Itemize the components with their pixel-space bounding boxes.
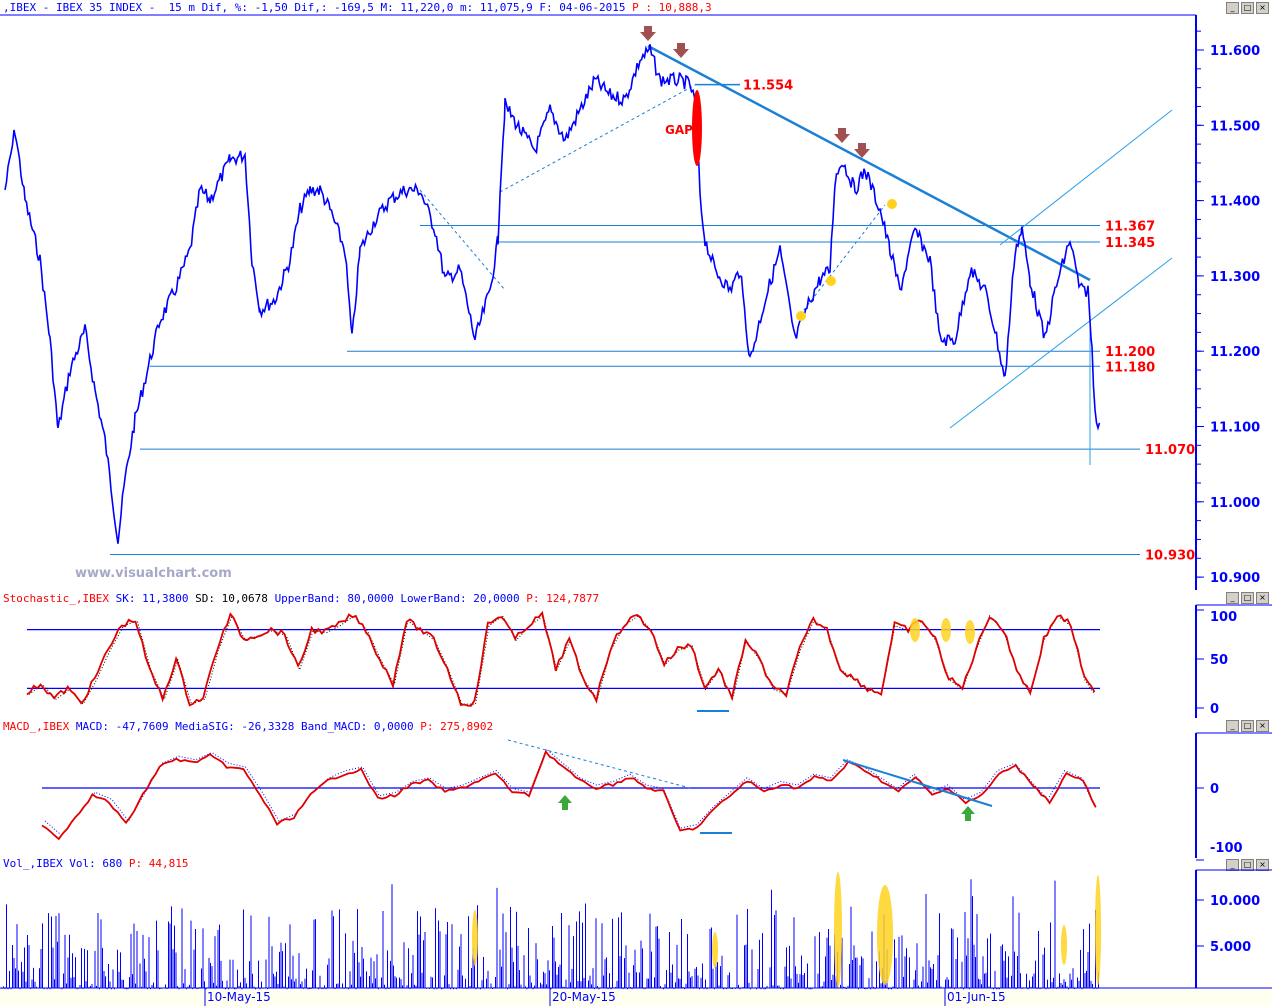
highlight-marker (796, 311, 806, 321)
minimize-icon[interactable]: _ (1226, 720, 1239, 732)
minimize-icon[interactable]: _ (1226, 592, 1239, 604)
macd-trend-line (842, 759, 993, 807)
stoch-sd-line (28, 614, 1096, 705)
level-label: 11.070 (1145, 443, 1195, 458)
up-arrow-icon (558, 795, 572, 810)
highlight-marker (826, 276, 836, 286)
y-tick-label: 100 (1210, 610, 1237, 625)
highlight-marker (941, 618, 951, 642)
date-axis-bg (0, 989, 1272, 1006)
support-dashed-line (799, 204, 886, 316)
y-tick-label: -100 (1210, 841, 1243, 856)
stoch-header: Stochastic_,IBEX SK: 11,3800 SD: 10,0678… (3, 592, 600, 605)
y-tick-label: 11.100 (1210, 421, 1260, 436)
window-controls-vol: _ □ × (1226, 859, 1269, 871)
channel-upper-line (999, 109, 1173, 246)
window-controls: _ □ × (1226, 2, 1269, 14)
y-tick-label: 11.600 (1210, 44, 1260, 59)
window-controls-macd: _ □ × (1226, 720, 1269, 732)
minimize-icon[interactable]: _ (1226, 2, 1239, 14)
date-label: 01-Jun-15 (947, 990, 1006, 1004)
chart-title: ,IBEX - IBEX 35 INDEX - 15 m Dif, %: -1,… (3, 1, 712, 14)
wedge-dashed-line (419, 189, 506, 291)
down-arrow-icon (673, 43, 689, 58)
highlight-marker (1095, 875, 1101, 985)
down-arrow-icon (834, 128, 850, 143)
highlight-marker (472, 910, 478, 966)
close-icon[interactable]: × (1256, 592, 1269, 604)
down-arrow-icon (854, 143, 870, 158)
highlight-marker (834, 872, 842, 988)
close-icon[interactable]: × (1256, 720, 1269, 732)
up-arrow-icon (961, 806, 975, 821)
gap-marker (692, 90, 702, 166)
y-tick-label: 0 (1210, 702, 1219, 717)
y-tick-label: 11.200 (1210, 345, 1260, 360)
highlight-marker (887, 199, 897, 209)
downtrend-line (647, 44, 1091, 282)
y-tick-label: 10.000 (1210, 894, 1260, 909)
highlight-marker (877, 885, 893, 985)
y-tick-label: 11.300 (1210, 270, 1260, 285)
y-tick-label: 0 (1210, 782, 1219, 797)
highlight-marker (965, 620, 975, 644)
y-tick-label: 10.900 (1210, 571, 1260, 586)
y-tick-label: 11.000 (1210, 496, 1260, 511)
level-label: 11.367 (1105, 219, 1155, 234)
maximize-icon[interactable]: □ (1241, 2, 1254, 14)
macd-dashed-line (507, 739, 691, 789)
level-label: 11.554 (743, 79, 793, 94)
support-dashed-line (499, 84, 696, 193)
vol-header: Vol_,IBEX Vol: 680 P: 44,815 (3, 857, 189, 870)
level-label: 11.180 (1105, 360, 1155, 375)
volume-bars (1, 879, 1099, 990)
window-controls-stoch: _ □ × (1226, 592, 1269, 604)
maximize-icon[interactable]: □ (1241, 592, 1254, 604)
date-label: 10-May-15 (207, 990, 271, 1004)
y-tick-label: 5.000 (1210, 940, 1251, 955)
gap-label: GAP (665, 123, 693, 137)
y-tick-label: 11.500 (1210, 119, 1260, 134)
level-label: 11.345 (1105, 236, 1155, 251)
maximize-icon[interactable]: □ (1241, 720, 1254, 732)
highlight-marker (712, 932, 718, 968)
close-icon[interactable]: × (1256, 2, 1269, 14)
y-tick-label: 11.400 (1210, 195, 1260, 210)
level-label: 11.200 (1105, 345, 1155, 360)
level-label: 10.930 (1145, 549, 1195, 564)
highlight-marker (1061, 925, 1067, 965)
channel-lower-line (949, 257, 1173, 429)
maximize-icon[interactable]: □ (1241, 859, 1254, 871)
watermark: www.visualchart.com (75, 566, 232, 581)
down-arrow-icon (640, 26, 656, 41)
date-label: 20-May-15 (552, 990, 616, 1004)
macd-header: MACD_,IBEX MACD: -47,7609 MediaSIG: -26,… (3, 720, 494, 733)
y-tick-label: 50 (1210, 653, 1228, 668)
macd-line (41, 749, 1097, 841)
highlight-marker (910, 618, 920, 642)
price-line (4, 44, 1101, 544)
